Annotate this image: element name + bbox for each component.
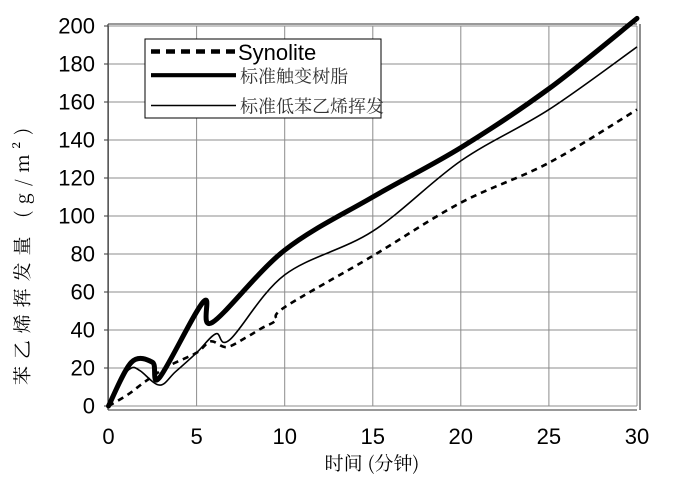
svg-text:180: 180 xyxy=(58,52,95,77)
svg-text:20: 20 xyxy=(71,356,95,381)
svg-text:0: 0 xyxy=(102,424,114,449)
svg-text:10: 10 xyxy=(272,424,296,449)
svg-text:标准低苯乙烯挥发: 标准低苯乙烯挥发 xyxy=(240,93,384,119)
svg-text:140: 140 xyxy=(58,128,95,153)
svg-text:标准触变树脂: 标准触变树脂 xyxy=(240,63,348,89)
svg-text:15: 15 xyxy=(361,424,385,449)
svg-text:0: 0 xyxy=(83,394,95,419)
svg-text:20: 20 xyxy=(449,424,473,449)
svg-text:Synolite: Synolite xyxy=(238,40,316,65)
svg-text:60: 60 xyxy=(71,280,95,305)
svg-text:时间 (分钟): 时间 (分钟) xyxy=(325,449,420,476)
svg-text:80: 80 xyxy=(71,242,95,267)
svg-text:120: 120 xyxy=(58,166,95,191)
svg-text:100: 100 xyxy=(58,204,95,229)
svg-text:40: 40 xyxy=(71,318,95,343)
svg-text:200: 200 xyxy=(58,14,95,39)
svg-text:30: 30 xyxy=(625,424,649,449)
svg-text:160: 160 xyxy=(58,90,95,115)
svg-text:25: 25 xyxy=(537,424,561,449)
svg-text:5: 5 xyxy=(190,424,202,449)
svg-text:苯乙烯挥发量 (g/m²): 苯乙烯挥发量 (g/m²) xyxy=(8,121,35,385)
